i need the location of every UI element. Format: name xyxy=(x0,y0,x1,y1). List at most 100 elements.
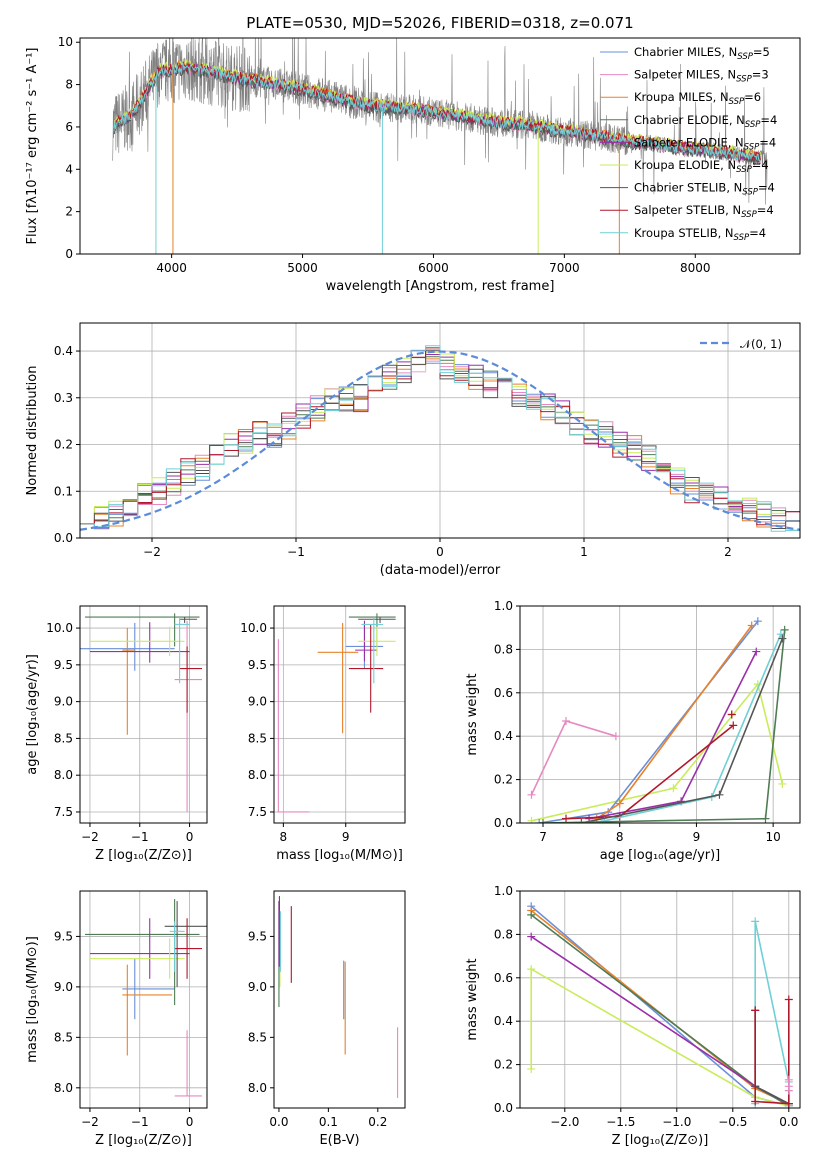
errorbar-point xyxy=(358,617,396,623)
series-line xyxy=(754,999,790,1105)
y-tick-label: 7.5 xyxy=(54,805,73,819)
y-tick-label: 9.5 xyxy=(54,929,73,943)
series-marker xyxy=(751,1097,760,1106)
plot-area xyxy=(520,606,800,823)
legend-label: Kroupa ELODIE, NSSP=4 xyxy=(634,158,769,175)
series-line xyxy=(531,682,784,822)
y-axis-label: Flux [fλ10⁻¹⁷ erg cm⁻² s⁻¹ A⁻¹] xyxy=(25,48,40,245)
x-tick-label: 7000 xyxy=(549,261,580,275)
series-marker xyxy=(539,819,548,823)
legend-text: Kroupa MILES, N xyxy=(634,90,729,104)
legend-label: Salpeter MILES, NSSP=3 xyxy=(634,68,769,85)
y-tick-label: 9.0 xyxy=(54,695,73,709)
axes-frame xyxy=(79,605,208,824)
x-tick-label: 1 xyxy=(580,545,588,559)
x-tick-label: −2 xyxy=(143,545,161,559)
series-marker xyxy=(747,621,756,630)
panel-age_vs_Z: −2 −1 0 7.5 8.0 8.5 9.0 9.5 10.0 Z [log₁₀(Z/Z⊙)] a… xyxy=(25,605,208,863)
series-line xyxy=(530,720,617,796)
series-line xyxy=(754,921,790,1106)
series-marker xyxy=(527,790,536,799)
x-axis-label: Z [log₁₀(Z/Z⊙)] xyxy=(612,1133,709,1148)
x-tick-label: 0.0 xyxy=(779,1115,798,1129)
panel-massweight_vs_age: 7 8 9 10 0.0 0.2 0.4 0.6 0.8 1.0 age [log₁₀(age/yr… xyxy=(465,599,801,863)
x-tick-label: 8 xyxy=(616,830,624,844)
series-marker xyxy=(535,819,544,823)
x-tick-label: 4000 xyxy=(156,261,187,275)
y-tick-label: 0.8 xyxy=(494,642,513,656)
legend-sub: SSP xyxy=(745,120,761,130)
y-tick-label: 0.0 xyxy=(54,531,73,545)
y-axis-label: mass [log₁₀(M/M⊙)] xyxy=(25,936,40,1063)
normal-curve xyxy=(80,350,800,531)
legend-sub: SSP xyxy=(736,75,752,85)
errorbar-point xyxy=(174,918,203,979)
legend-count: =4 xyxy=(760,113,777,127)
errorbar-point xyxy=(174,617,190,684)
y-tick-label: 8.5 xyxy=(54,731,73,745)
series-marker xyxy=(753,617,762,626)
legend-count: =4 xyxy=(752,158,769,172)
y-tick-label: 9.0 xyxy=(248,980,267,994)
series-marker xyxy=(611,732,620,741)
y-tick-label: 9.5 xyxy=(248,929,267,943)
x-tick-label: −2 xyxy=(81,830,99,844)
series-marker xyxy=(761,814,770,823)
axes-frame xyxy=(519,605,801,824)
y-axis-label: Normed distribution xyxy=(25,366,40,496)
errorbar-point xyxy=(89,918,190,979)
panel-mass_vs_Z: −2 −1 0 8.0 8.5 9.0 9.5 Z [log₁₀(Z/Z⊙)] mass [lo… xyxy=(25,890,208,1148)
series-line xyxy=(530,935,790,1105)
y-tick-label: 2 xyxy=(65,205,73,219)
x-tick-label: 9 xyxy=(693,830,701,844)
y-tick-label: 7.5 xyxy=(248,805,267,819)
x-tick-label: 0 xyxy=(186,830,194,844)
x-tick-label: 0.1 xyxy=(319,1115,338,1129)
x-tick-label: −1 xyxy=(131,830,149,844)
y-tick-label: 8.5 xyxy=(248,731,267,745)
legend-label: Chabrier STELIB, NSSP=4 xyxy=(634,181,775,198)
x-tick-label: −0.5 xyxy=(718,1115,747,1129)
y-tick-label: 0 xyxy=(65,247,73,261)
series-line xyxy=(581,638,784,823)
panel-age_vs_mass: 8 9 7.5 8.0 8.5 9.0 9.5 10.0 mass [log₁₀(M/M⊙)] xyxy=(240,605,406,863)
x-axis-label: E(B-V) xyxy=(319,1133,359,1148)
series-marker xyxy=(752,647,761,656)
model-spectrum-line xyxy=(113,66,761,165)
legend-text: Kroupa STELIB, N xyxy=(634,226,734,240)
panel-spectrum: 4000 5000 6000 7000 8000 0 2 4 6 8 10 wavelength [A… xyxy=(25,35,801,294)
x-axis-label: Z [log₁₀(Z/Z⊙)] xyxy=(95,1133,192,1148)
x-tick-label: −1.5 xyxy=(606,1115,635,1129)
y-tick-label: 8.0 xyxy=(248,1081,267,1095)
series-marker xyxy=(784,1099,793,1108)
series-marker xyxy=(527,910,536,919)
plot-area xyxy=(80,606,207,823)
legend-count: =3 xyxy=(752,68,769,82)
y-axis-label: mass weight xyxy=(465,673,480,755)
y-tick-label: 0.6 xyxy=(494,971,513,985)
plot-area xyxy=(274,606,405,823)
y-tick-label: 9.0 xyxy=(248,695,267,709)
legend-label: Chabrier MILES, NSSP=5 xyxy=(634,45,770,62)
y-tick-label: 1.0 xyxy=(494,599,513,613)
legend-label: Salpeter STELIB, NSSP=4 xyxy=(634,203,774,220)
legend-count: =5 xyxy=(753,45,770,59)
legend-text: Salpeter MILES, N xyxy=(634,68,736,82)
legend-label: Kroupa MILES, NSSP=6 xyxy=(634,90,761,107)
legend-count: =4 xyxy=(749,226,766,240)
errorbar-point xyxy=(122,958,175,1020)
errorbar-point xyxy=(361,617,384,684)
y-tick-label: 8.5 xyxy=(54,1030,73,1044)
plot-area xyxy=(80,891,207,1108)
series-line xyxy=(565,724,734,820)
x-tick-label: 8 xyxy=(280,830,288,844)
model-spectrum-line xyxy=(113,61,761,161)
figure-title: PLATE=0530, MJD=52026, FIBERID=0318, z=0… xyxy=(246,14,633,32)
axes-frame xyxy=(273,605,406,824)
panel-residuals: −2 −1 0 1 2 0.0 0.1 0.2 0.3 0.4 (data-model)/error… xyxy=(25,322,801,578)
x-tick-label: 0.0 xyxy=(269,1115,288,1129)
series-line xyxy=(542,629,786,823)
y-tick-label: 10 xyxy=(58,35,73,49)
